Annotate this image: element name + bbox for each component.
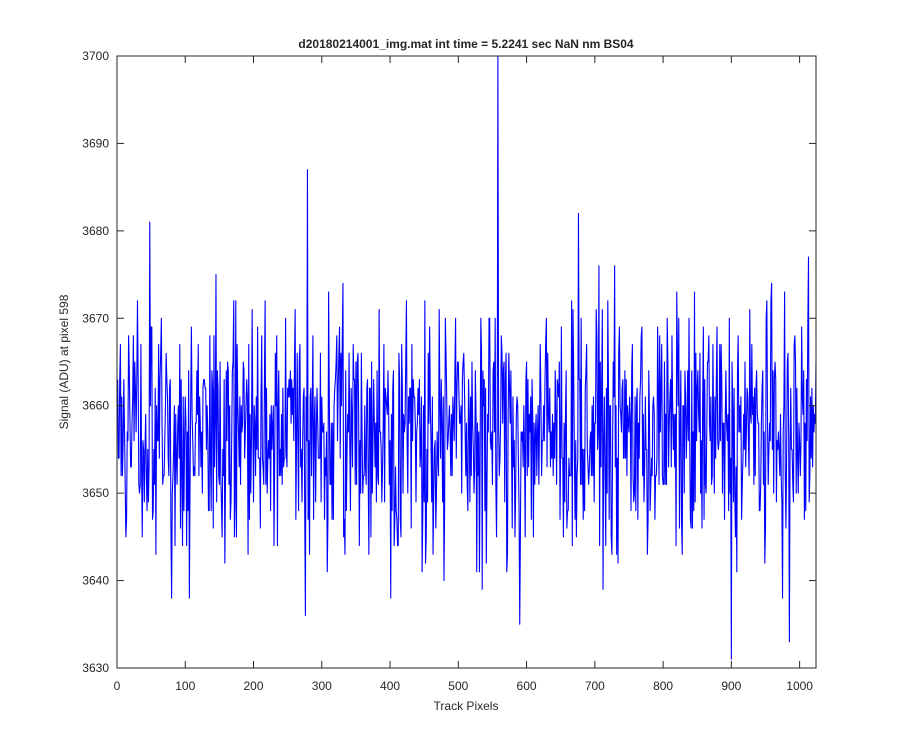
y-tick-label: 3680 — [82, 224, 109, 238]
x-axis-label: Track Pixels — [434, 699, 499, 713]
y-tick-label: 3650 — [82, 486, 109, 500]
series-line-group — [117, 55, 817, 660]
x-tick-label: 1000 — [786, 679, 813, 693]
x-tick-label: 800 — [653, 679, 673, 693]
y-tick-label: 3660 — [82, 399, 109, 413]
x-tick-label: 600 — [517, 679, 537, 693]
plot-area — [117, 56, 816, 668]
x-tick-label: 300 — [312, 679, 332, 693]
x-tick-label: 400 — [380, 679, 400, 693]
x-tick-label: 200 — [244, 679, 264, 693]
x-tick-label: 0 — [114, 679, 121, 693]
y-tick-label: 3690 — [82, 136, 109, 150]
axes-box — [116, 55, 817, 669]
x-tick-label: 700 — [585, 679, 605, 693]
chart-title: d20180214001_img.mat int time = 5.2241 s… — [298, 37, 634, 51]
x-tick-label: 100 — [175, 679, 195, 693]
tick-group: 0 100 200 300 400 500 600 700 800 900 1000 3630 3640… — [82, 49, 816, 693]
y-tick-label: 3670 — [82, 311, 109, 325]
x-tick-label: 500 — [448, 679, 468, 693]
y-tick-label: 3630 — [82, 661, 109, 675]
x-tick-label: 900 — [721, 679, 741, 693]
y-tick-label: 3700 — [82, 49, 109, 63]
y-axis-label: Signal (ADU) at pixel 598 — [57, 294, 71, 429]
y-tick-label: 3640 — [82, 574, 109, 588]
signal-series-line — [117, 55, 817, 660]
